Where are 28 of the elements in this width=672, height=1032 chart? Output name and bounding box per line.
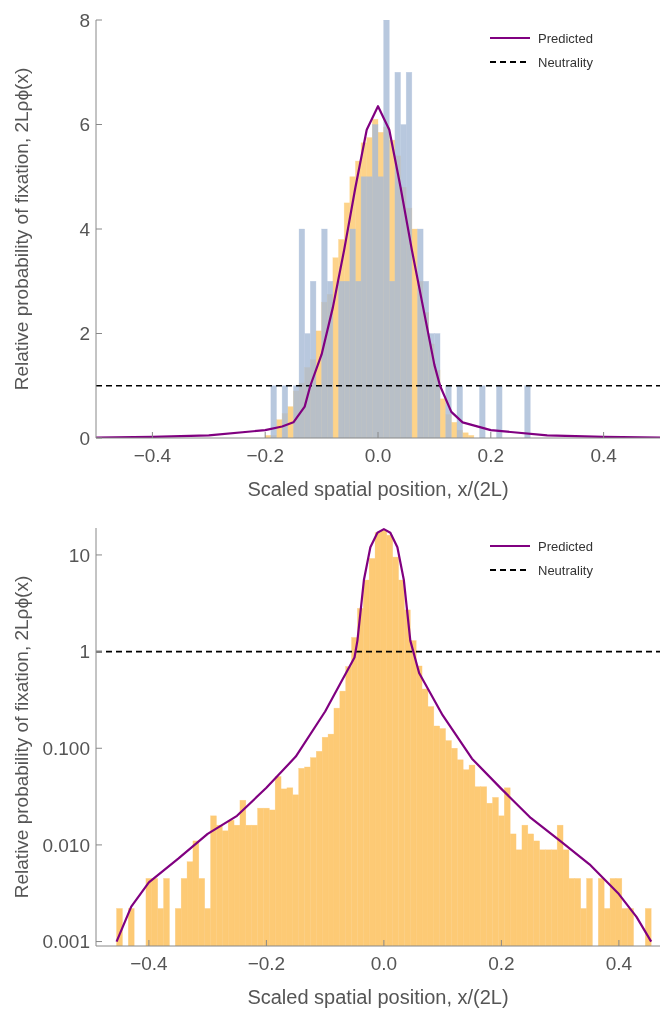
y-tick-label: 2 bbox=[79, 323, 90, 345]
x-tick-label: −0.4 bbox=[130, 953, 169, 974]
y-tick-label: 4 bbox=[79, 218, 91, 240]
y-axis-title: Relative probability of fixation, 2Lρϕ(x) bbox=[11, 67, 32, 391]
legend-label: Predicted bbox=[538, 30, 593, 46]
x-tick-label: 0.0 bbox=[364, 445, 392, 466]
y-tick-label: 10 bbox=[68, 544, 90, 566]
y-tick-label: 1 bbox=[79, 641, 90, 663]
x-tick-label: −0.2 bbox=[247, 953, 286, 974]
x-axis-title: Scaled spatial position, x/(2L) bbox=[247, 986, 509, 1008]
legend-label: Predicted bbox=[538, 538, 593, 554]
y-tick-label: 0.001 bbox=[42, 931, 90, 953]
x-tick-label: 0.0 bbox=[370, 953, 398, 974]
y-tick-label: 0 bbox=[79, 427, 90, 449]
legend-label: Neutrality bbox=[538, 54, 594, 70]
x-tick-label: 0.4 bbox=[590, 445, 618, 466]
y-axis-title: Relative probability of fixation, 2Lρϕ(x) bbox=[11, 575, 32, 899]
legend-label: Neutrality bbox=[538, 562, 594, 578]
y-tick-label: 8 bbox=[79, 9, 90, 31]
y-tick-label: 6 bbox=[79, 114, 90, 136]
x-tick-label: 0.4 bbox=[605, 953, 633, 974]
x-axis-title: Scaled spatial position, x/(2L) bbox=[247, 478, 509, 500]
y-tick-label: 0.010 bbox=[42, 834, 90, 856]
x-tick-label: 0.2 bbox=[477, 445, 505, 466]
x-tick-label: −0.4 bbox=[133, 445, 172, 466]
x-tick-label: 0.2 bbox=[488, 953, 515, 974]
y-tick-label: 0.100 bbox=[42, 737, 90, 759]
x-tick-label: −0.2 bbox=[246, 445, 284, 466]
